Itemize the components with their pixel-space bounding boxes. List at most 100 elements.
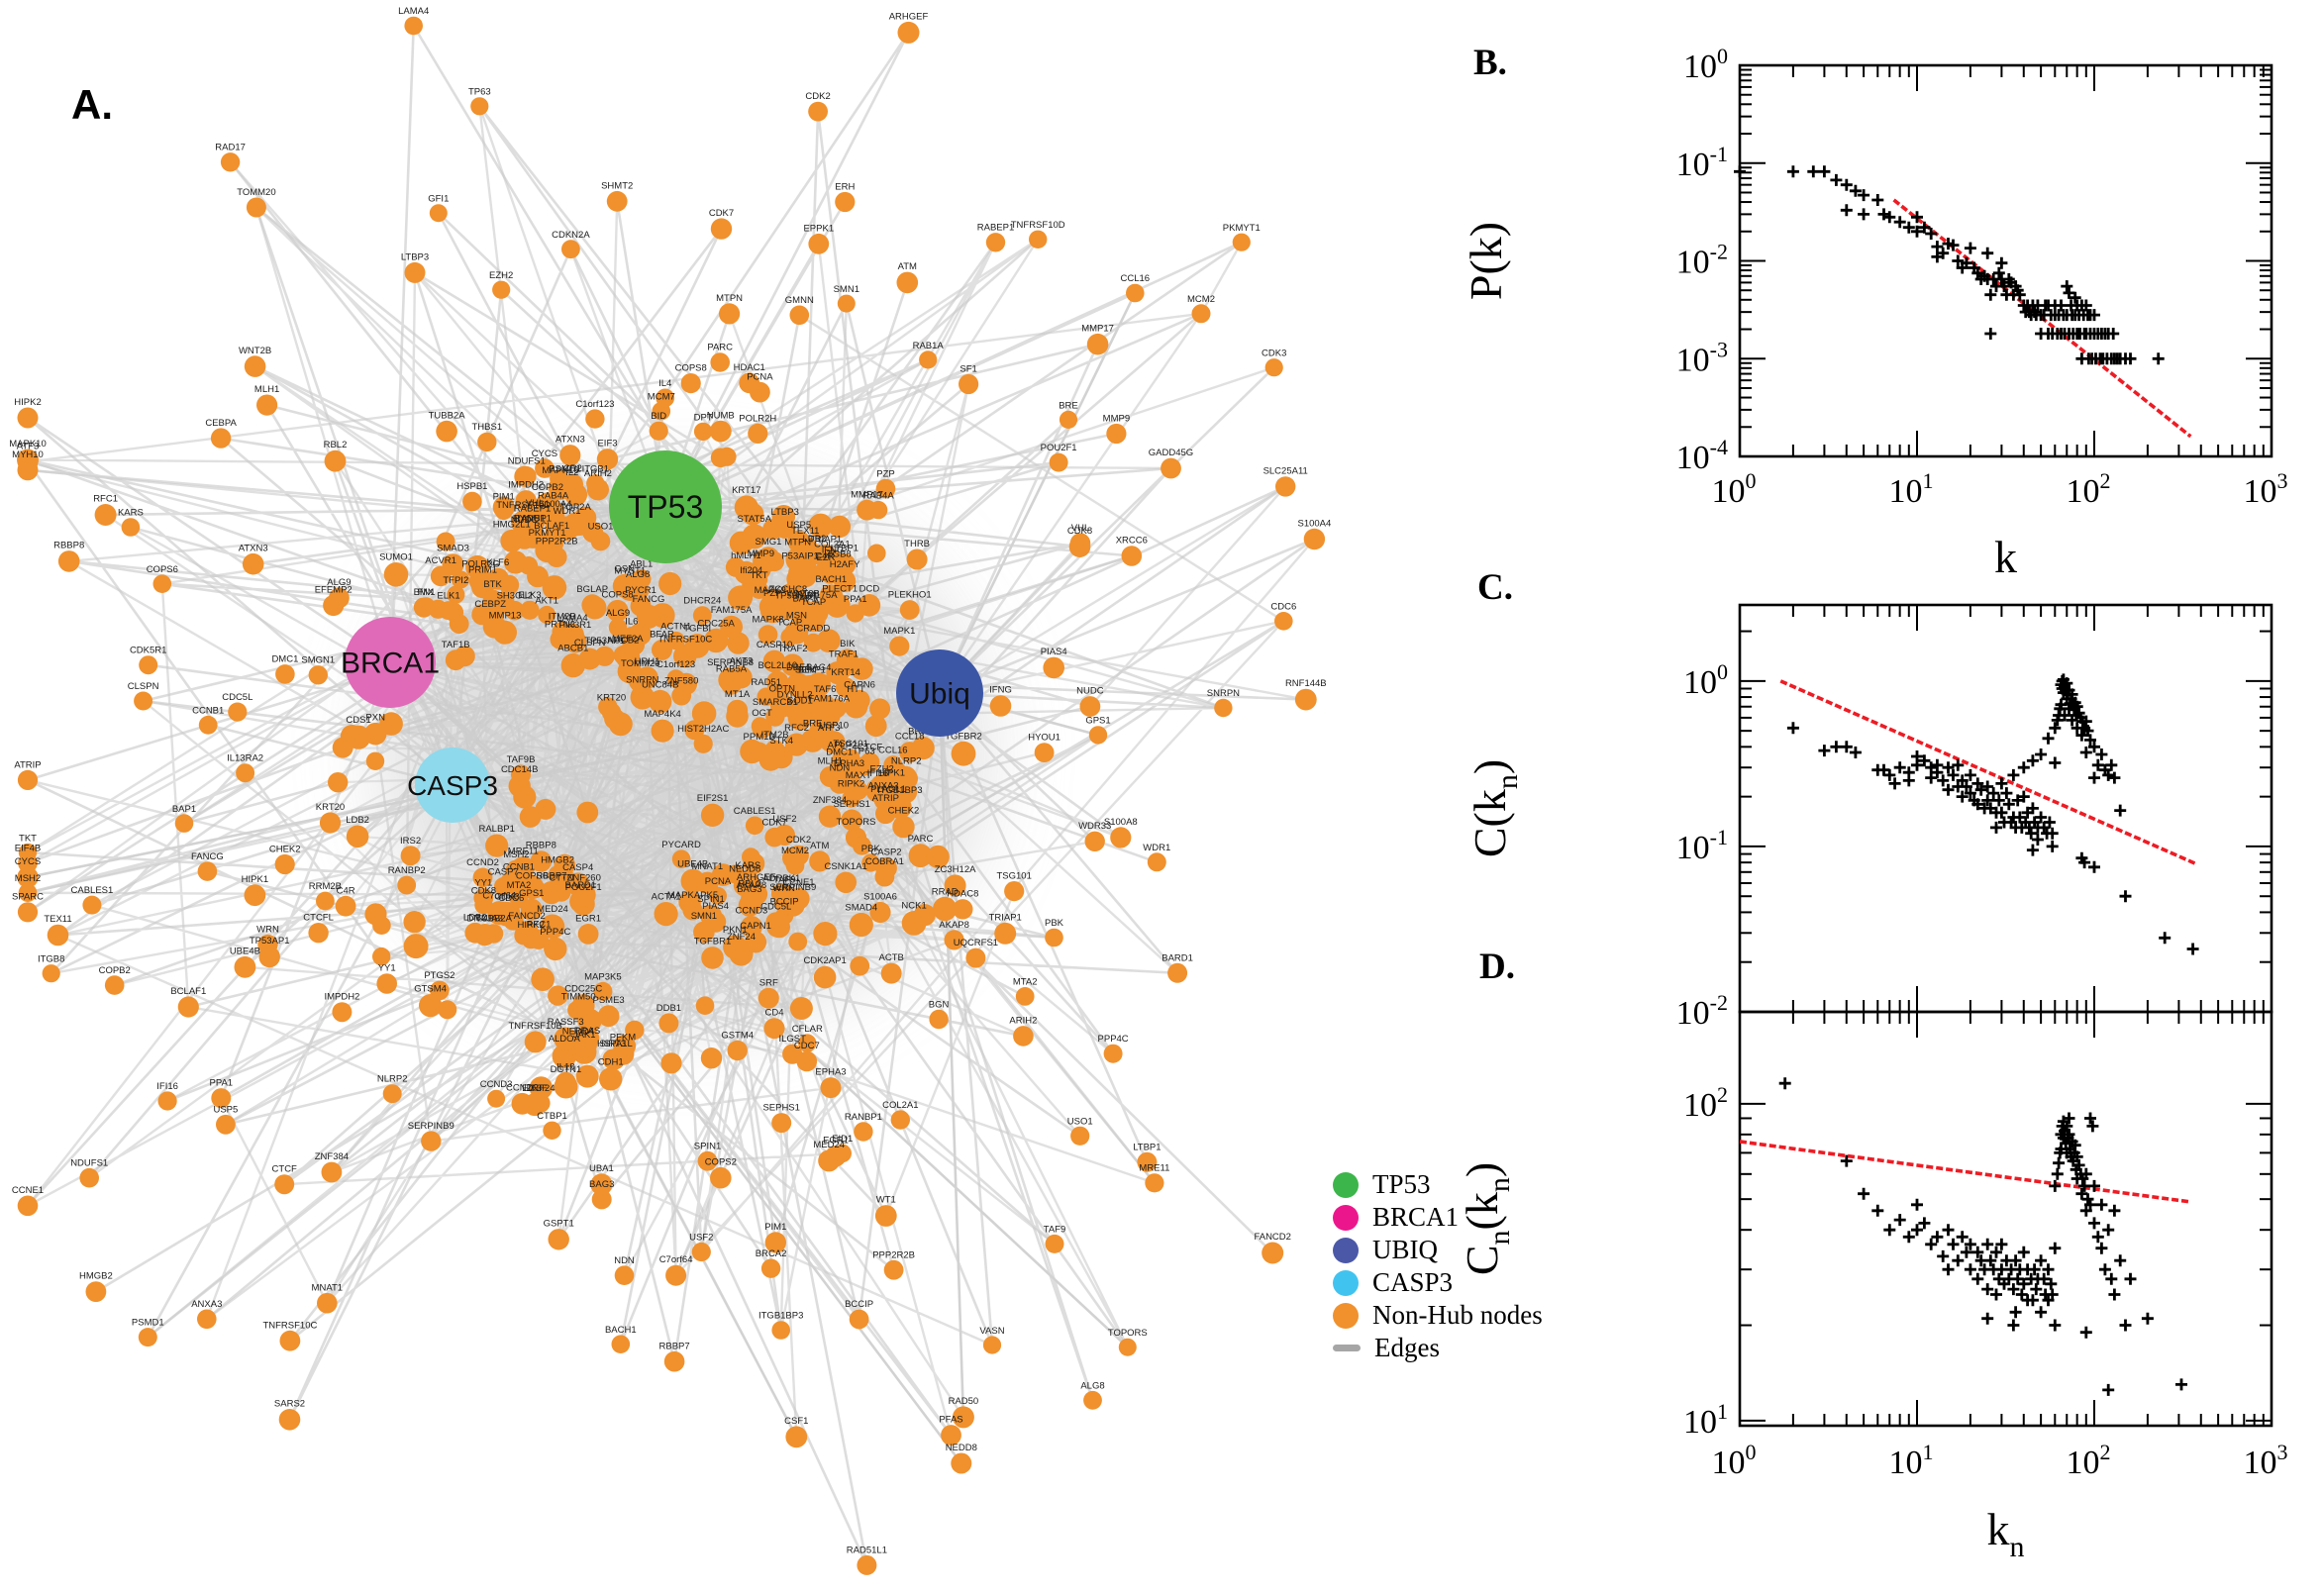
network-node-label: PKMYT1 [1223,223,1261,234]
network-node-label: USO1 [588,521,614,532]
network-node-label: ATF3 [17,442,40,452]
network-node-label: PYCR1 [625,585,656,596]
network-node [691,701,717,726]
network-node-label: ZNF580 [664,675,698,686]
network-node [57,550,80,572]
network-node-label: CCND2 [506,1082,539,1093]
network-node [658,1013,679,1034]
network-node [436,420,457,443]
network-node-label: MRE11 [1139,1163,1169,1174]
network-node [892,815,915,839]
network-node-label: RAB1A [913,341,945,351]
network-node-label: PRTN3 [545,619,575,630]
network-node-label: FN1 [418,587,436,598]
network-node [604,708,626,730]
network-node [765,912,787,933]
network-node [710,218,733,240]
plot-d-fit-line [1739,1140,2191,1204]
network-hub-casp3: CASP3 [407,748,498,823]
network-node [764,1232,786,1253]
network-node-label: GTSM4 [414,983,447,994]
network-node [809,850,831,872]
network-node-label: MLH1 [818,756,843,767]
network-node-label: UBE4B [230,946,260,956]
plot-b-frame [1738,63,2273,458]
network-node-label: S100A6 [863,891,897,902]
network-node-label: DYNLL2 [777,689,813,700]
network-node-label: NDUFS1 [70,1157,108,1168]
network-node-label: PKN1 [723,925,748,936]
network-node-label: EZH2 [489,270,513,281]
network-node-label: CEBPA [205,418,237,429]
network-node [814,544,837,566]
network-node-label: EPPK1 [803,224,834,235]
network-node-label: ANXA3 [867,781,898,792]
network-node-label: C1orf123 [575,399,614,410]
network-node [556,870,577,892]
network-node-label: TKT [751,570,768,581]
network-node-label: ERH [835,181,855,192]
network-node-label: MAPK9 [755,585,786,596]
network-node-label: PZP [763,588,781,599]
network-node-label: COPB2 [532,482,563,493]
network-node-label: HIST2H2AC [677,724,729,735]
network-node-label: POU2F1 [1041,443,1077,453]
plot-b-points [1734,165,2165,365]
network-node-label: ABCB1 [557,643,588,653]
network-node-label: EZR [817,552,836,563]
network-node [79,1167,99,1188]
network-node [1275,476,1296,497]
network-node [833,1144,852,1163]
network-node-label: TNFRSF10C [262,1320,317,1331]
network-node [563,512,588,537]
network-node-label: FANCD2 [508,911,545,922]
network-node-label: PFAS [939,1415,962,1426]
legend-item-brca1: BRCA1 [1333,1201,1543,1234]
network-node-label: RBBP7 [536,871,566,882]
network-node [1004,881,1025,902]
network-node-label: MTA2 [507,880,532,891]
network-node-label: CCL16 [878,746,908,756]
network-node [197,861,218,881]
network-node-label: LAMA4 [398,6,429,17]
network-node-label: RFC1 [527,919,552,930]
network-node [17,451,39,472]
network-node [692,606,712,625]
network-node [857,1554,877,1575]
network-node-label: HRH1 [635,656,660,667]
network-node [1045,928,1063,948]
network-node-label: SIRT3 [599,1039,626,1049]
network-node [781,653,804,676]
network-node [695,996,715,1015]
network-node-label: TGFBR2 [945,731,981,742]
network-node [826,661,850,685]
network-node-label: USP10 [819,721,849,732]
network-node [583,596,607,620]
network-node [874,1205,897,1227]
network-node-label: P53AIP1 [781,550,819,561]
network-node-label: COPS6 [516,870,548,881]
network-node [575,1064,599,1088]
network-node-label: CYCS [15,856,41,867]
network-node-label: UQCRFS1 [954,938,998,948]
network-node-label: RBBP7 [659,1341,690,1351]
network-node-label: MAXT [846,770,872,781]
network-node [656,388,675,408]
network-node [1084,831,1105,851]
network-node-label: BARD1 [564,880,596,891]
network-node-label: THBS1 [471,422,502,433]
legend-item-label: Edges [1374,1333,1440,1362]
network-node [611,1335,631,1353]
network-node-label: CFLAR [792,1024,823,1035]
plot-d-xtick-label: 103 [2244,1440,2288,1481]
network-hub-label: CASP3 [407,770,498,801]
network-node-label: OPTN [769,684,796,695]
network-node-label: SMAD4 [845,902,877,913]
network-node [246,197,266,218]
network-node [989,695,1012,717]
network-node-label: ARHGEF [737,872,776,883]
network-node-label: CDC6 [498,893,524,904]
network-node-label: KRT14 [831,667,859,678]
